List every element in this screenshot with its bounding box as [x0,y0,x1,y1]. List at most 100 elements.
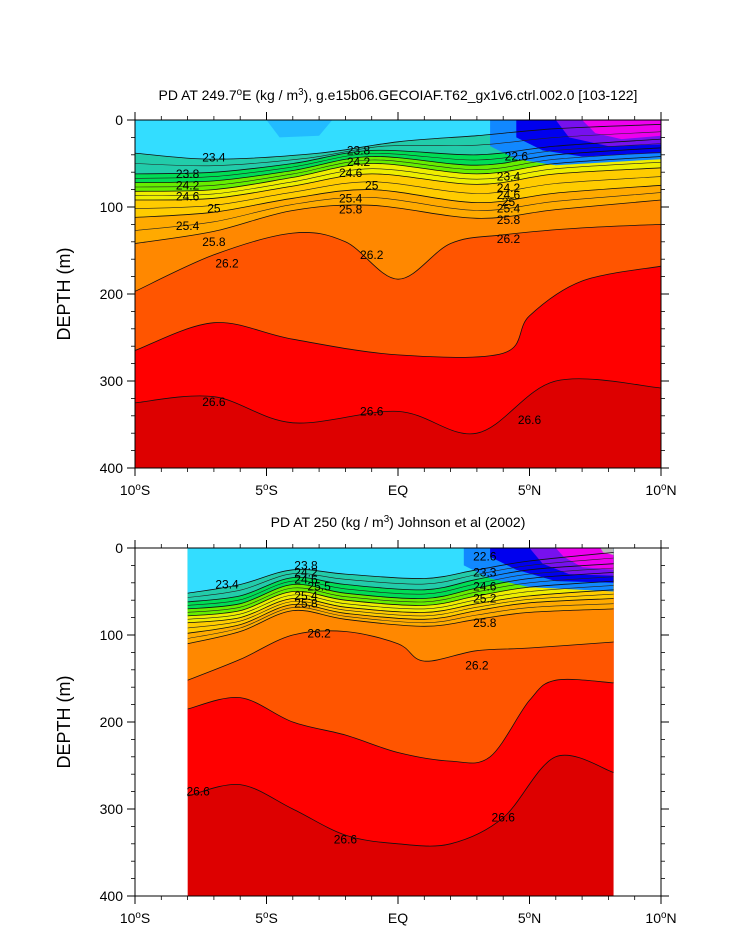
contour-label: 26.6 [492,811,516,825]
contour-label: 23.4 [215,578,239,592]
x-tick-label: 5oN [518,910,541,927]
contour-label: 24.6 [497,188,521,202]
contour-label: 24.6 [294,572,318,586]
contour-label: 26.2 [307,626,331,640]
x-tick-label: 10oS [120,482,150,499]
chart-title: PD AT 249.7oE (kg / m3), g.e15b06.GECOIA… [159,87,638,104]
x-tick-label: 5oN [518,482,541,499]
contour-line [187,580,614,617]
panel-2: 23.423.824.224.625.525.425.826.222.623.3… [54,514,677,927]
contour-label: 26.2 [215,257,239,271]
contour-label: 25.8 [294,597,318,611]
contour-label: 23.8 [176,167,200,181]
contour-label: 24.2 [347,155,371,169]
y-tick-label: 100 [100,199,124,215]
contour-label: 23.8 [294,558,318,572]
contour-label: 25.8 [339,203,363,217]
surface-band [600,548,614,555]
contour-line [187,754,614,847]
y-tick-label: 300 [100,373,124,389]
contour-fill [135,120,661,468]
panel-1: 23.423.824.224.62525.425.826.223.824.224… [54,87,677,499]
contour-line [135,265,661,358]
contour-line [135,167,661,201]
contour-line [135,378,661,435]
y-tick-label: 400 [100,888,124,904]
x-tick-label: 10oN [645,482,676,499]
contour-line [135,156,661,192]
contour-label: 23.4 [202,150,226,164]
contour-label: 25.8 [497,213,521,227]
y-tick-label: 0 [115,540,123,556]
contour-label: 25 [502,195,516,209]
contour-line [187,589,614,624]
contour-label: 25 [207,202,221,216]
contour-minor-line [187,585,614,620]
x-tick-label: 5oS [255,482,278,499]
y-tick-label: 400 [100,460,124,476]
contour-label: 24.6 [176,190,200,204]
contour-label: 24.2 [176,178,200,192]
contour-line [135,123,661,160]
contour-label: 26.2 [360,248,384,262]
contour-line [187,630,614,681]
contour-label: 25.5 [307,579,331,593]
contour-label: 23.4 [497,170,521,184]
surface-band [266,120,333,138]
contour-line [187,563,614,603]
contour-line [187,572,614,610]
contour-label: 23.8 [347,143,371,157]
y-tick-label: 300 [100,801,124,817]
contour-line [135,224,661,292]
contour-label: 26.6 [334,832,358,846]
contour-line [135,138,661,175]
contour-label: 25.4 [294,589,318,603]
contour-label: 24.6 [339,166,363,180]
contour-fill [187,548,614,896]
y-tick-label: 0 [115,112,123,128]
contour-label: 25.4 [339,191,363,205]
contour-minor-line [135,131,661,167]
contour-line [135,184,661,218]
y-axis-label: DEPTH (m) [54,676,74,769]
x-tick-label: 10oN [645,910,676,927]
contour-label: 26.6 [202,395,226,409]
x-tick-label: EQ [388,910,408,926]
contour-minor-line [135,161,661,196]
contour-label: 25.8 [473,616,497,630]
contour-label: 23.3 [473,565,497,579]
contour-minor-line [187,557,614,598]
contour-label: 22.6 [505,150,529,164]
contour-label: 26.2 [497,232,521,246]
contour-label: 22.6 [473,550,497,564]
x-tick-label: 10oS [120,910,150,927]
contour-label: 26.6 [518,413,542,427]
contour-line [135,147,661,183]
contour-minor-line [187,603,614,639]
contour-label: 24.2 [497,181,521,195]
contour-minor-line [187,567,614,606]
contour-minor-line [187,576,614,613]
contour-minor-line [135,176,661,209]
x-tick-label: 5oS [255,910,278,927]
contour-minor-line [135,151,661,188]
contour-line [187,608,614,645]
contour-minor-line [135,192,661,231]
contour-label: 25 [365,178,379,192]
contour-line [135,199,661,244]
contour-label: 26.6 [186,785,210,799]
y-axis-label: DEPTH (m) [54,248,74,341]
chart-title: PD AT 250 (kg / m3) Johnson et al (2002) [271,514,526,531]
contour-label: 24.6 [473,579,497,593]
contour-minor-line [187,593,614,629]
contour-label: 25.4 [176,219,200,233]
contour-line [187,552,614,594]
y-tick-label: 200 [100,286,124,302]
contour-label: 25.4 [497,202,521,216]
contour-label: 25.2 [473,591,497,605]
contour-label: 25.8 [202,235,226,249]
y-tick-label: 100 [100,627,124,643]
contour-label: 26.2 [465,658,489,672]
